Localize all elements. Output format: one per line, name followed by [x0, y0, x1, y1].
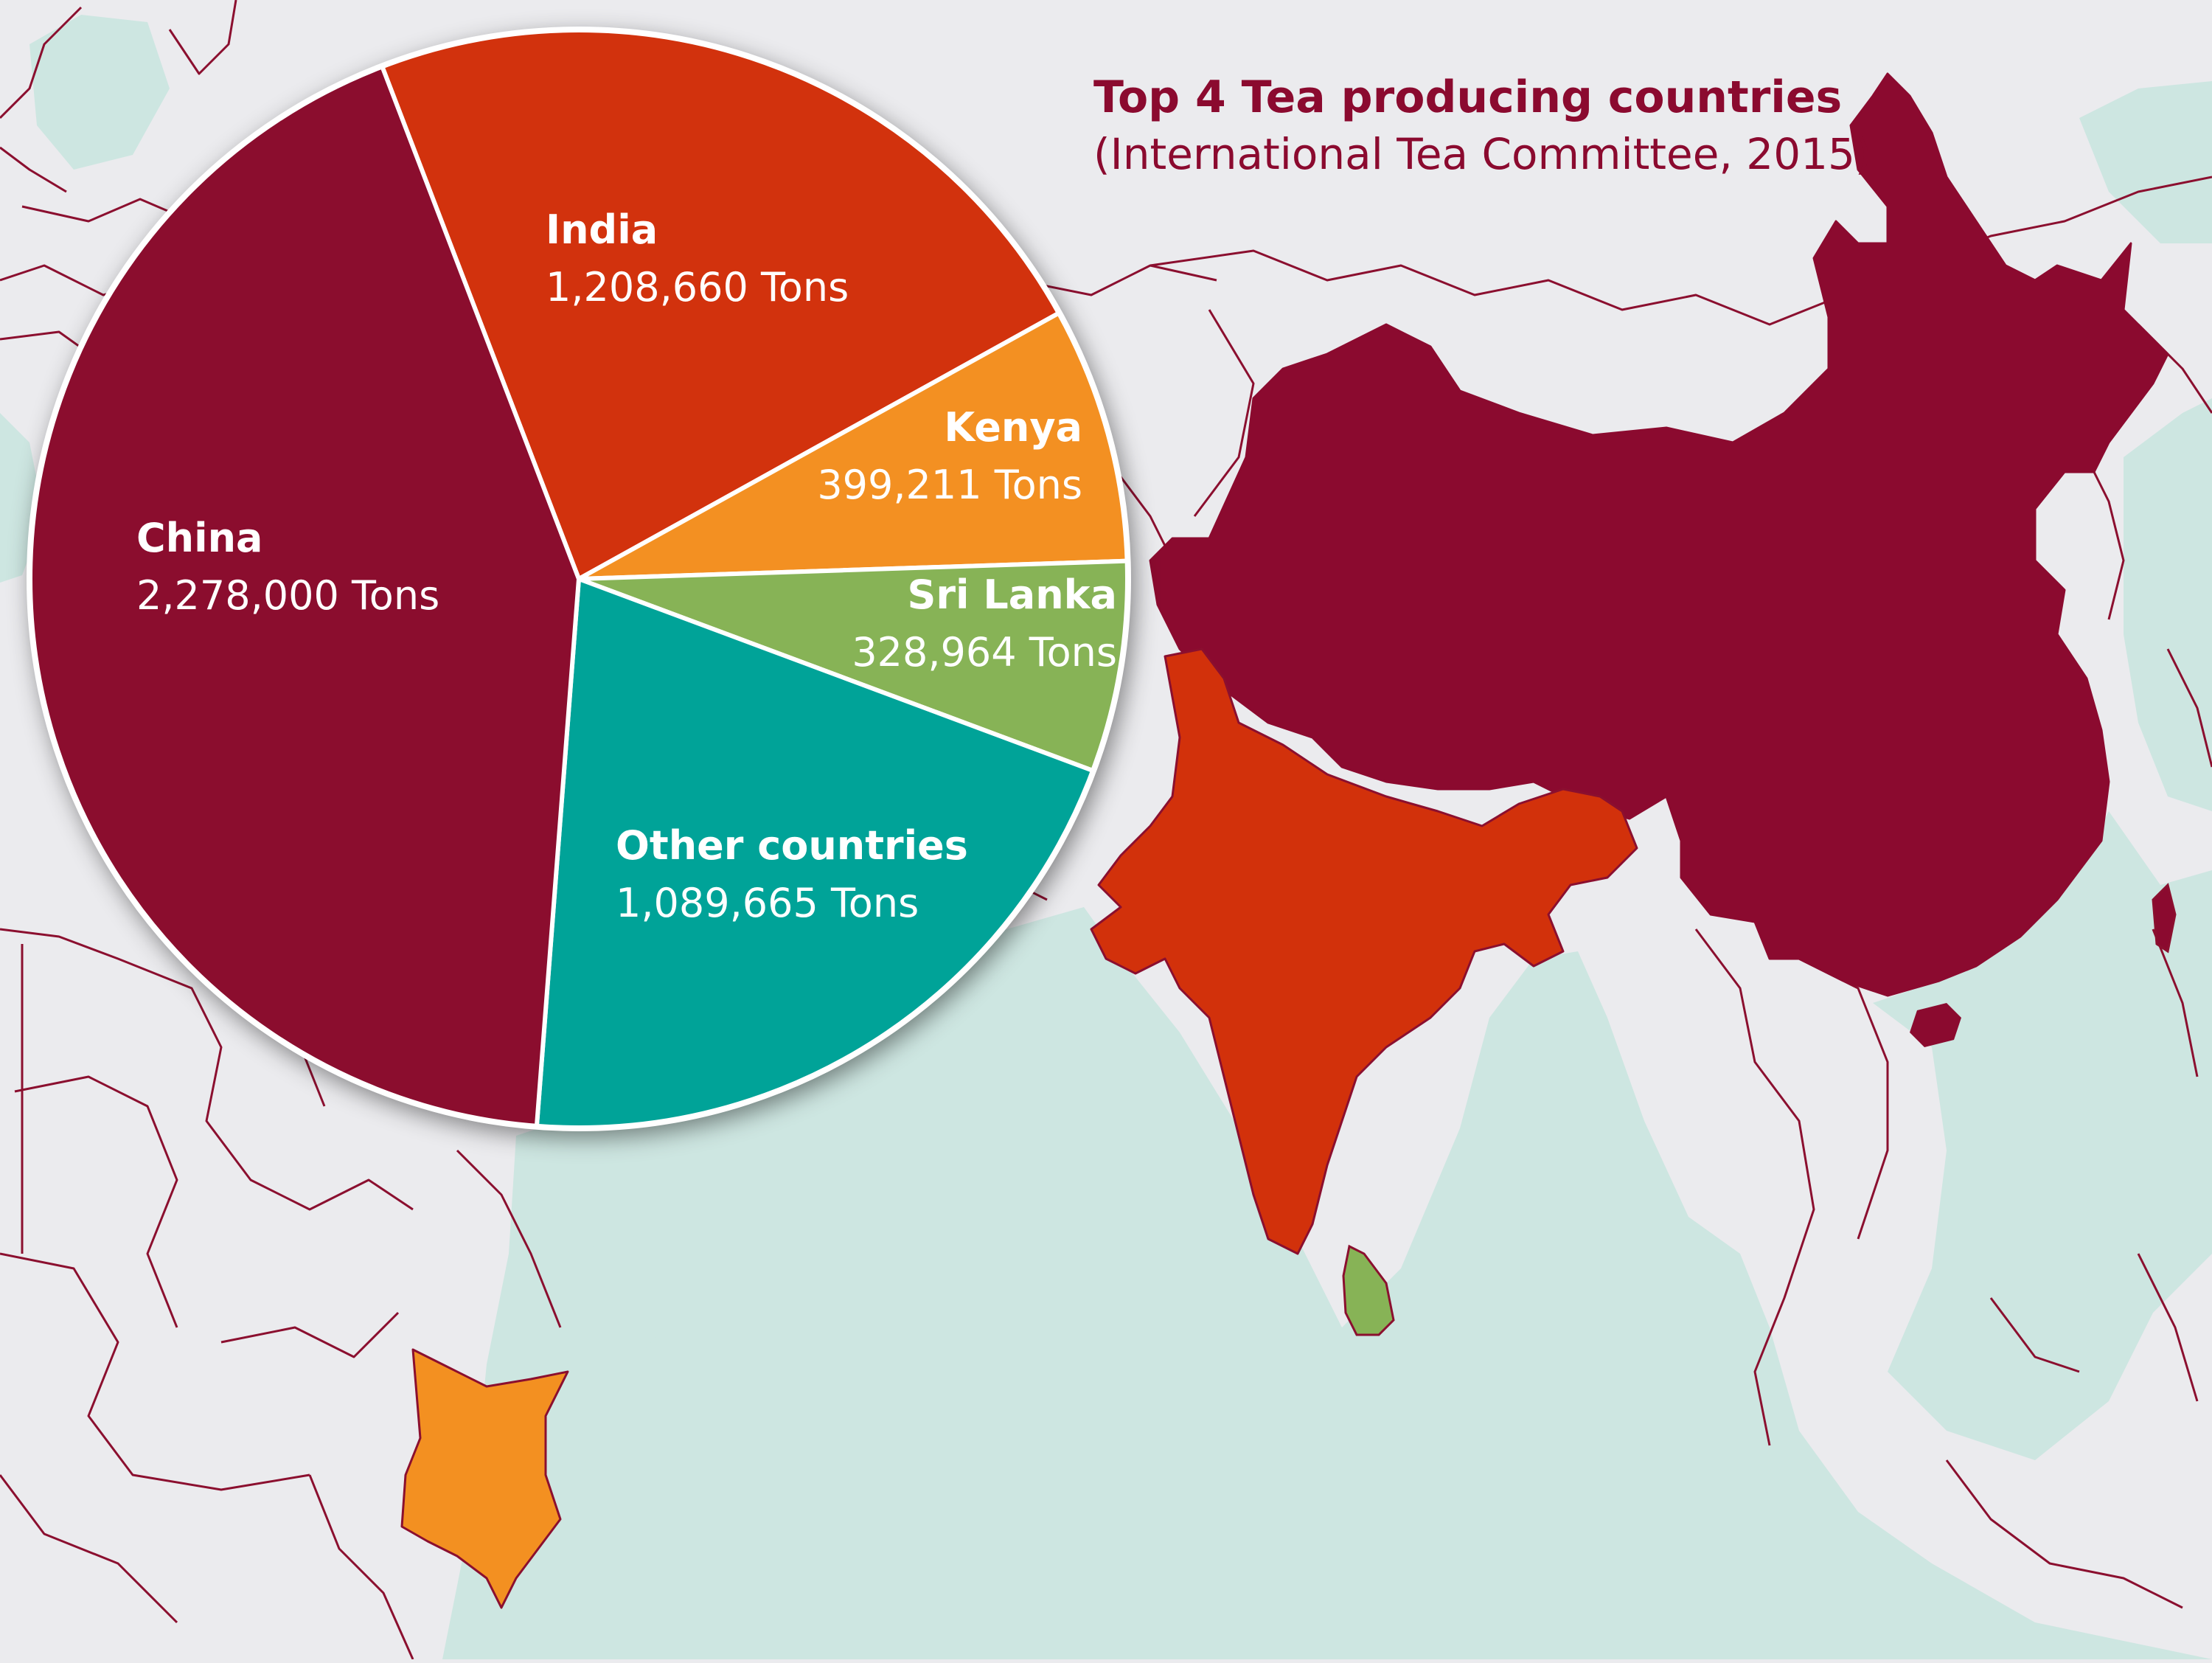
arctic-sea — [2079, 81, 2212, 243]
slice-value-kenya: 399,211 Tons — [817, 462, 1082, 508]
slice-label-kenya: Kenya — [944, 404, 1082, 451]
pie-labels: India 1,208,660 Tons Kenya 399,211 Tons Sri … — [27, 27, 1131, 1131]
south-china-sea — [1873, 811, 2212, 1460]
indian-ocean — [442, 907, 2212, 1659]
kenya-region — [400, 1348, 569, 1609]
east-africa-coast-sea — [560, 1150, 759, 1512]
chart-subtitle: (International Tea Committee, 2015) — [1093, 129, 1872, 179]
border-lines-central-asia — [1150, 176, 2212, 517]
taiwan-island — [2152, 883, 2177, 954]
pie-chart — [27, 27, 1130, 1131]
slice-label-sri-lanka: Sri Lanka — [908, 572, 1117, 618]
border-lines-southeast-asia — [1694, 928, 2199, 1609]
pie-outline — [27, 27, 1131, 1131]
pacific-coast — [2124, 398, 2212, 811]
border-lines-scandinavia — [0, 0, 237, 119]
slice-value-sri-lanka: 328,964 Tons — [852, 629, 1117, 676]
slice-label-china: China — [136, 515, 262, 561]
slice-value-other-countries: 1,089,665 Tons — [616, 880, 919, 926]
sri-lanka-region — [1342, 1244, 1395, 1336]
hainan-island — [1910, 1003, 1961, 1047]
slice-label-india: India — [546, 206, 658, 253]
baltic-sea — [29, 15, 170, 170]
chart-title: Top 4 Tea producing countries — [1093, 72, 1842, 123]
slice-label-other-countries: Other countries — [616, 822, 968, 869]
slice-value-china: 2,278,000 Tons — [136, 572, 439, 619]
slice-value-india: 1,208,660 Tons — [546, 264, 849, 310]
china-region — [1149, 72, 2169, 997]
india-region — [1090, 648, 1638, 1255]
